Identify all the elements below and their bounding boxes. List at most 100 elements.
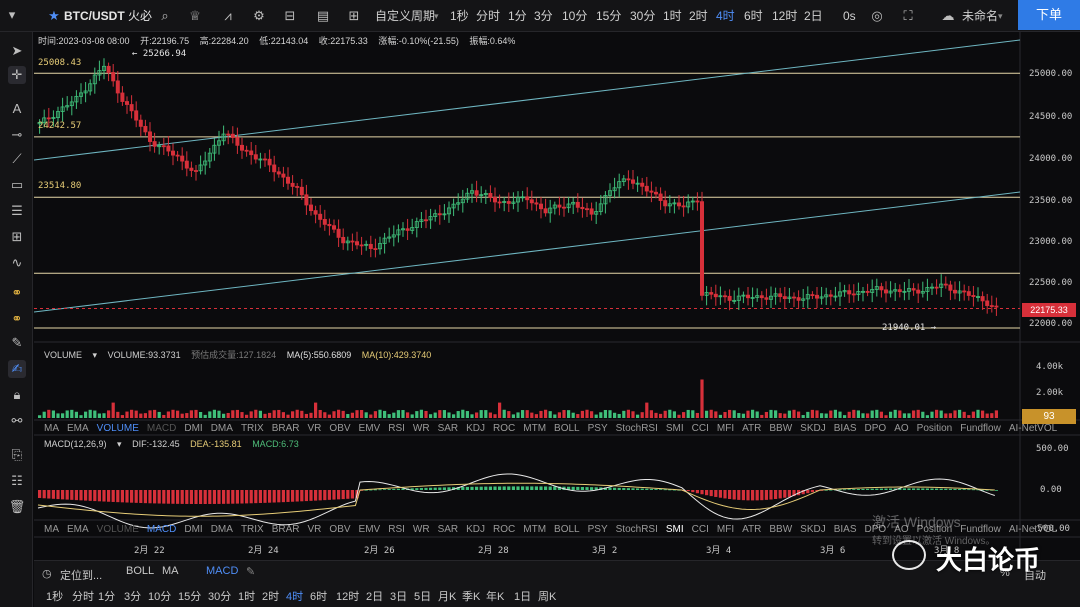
bottom-period-6[interactable]: 30分 (208, 591, 232, 603)
bottom-period-3[interactable]: 3分 (124, 591, 142, 603)
period-tab-2[interactable]: 1分 (508, 9, 527, 23)
percent-toggle[interactable]: % (1000, 567, 1010, 579)
trash-icon[interactable]: 🗑︎ (8, 499, 26, 514)
edit-icon[interactable]: ✎ (246, 566, 256, 578)
indicator-tab-dmi[interactable]: DMI (184, 524, 203, 535)
measure-icon[interactable]: ⊞ (11, 229, 23, 244)
period-tab-7[interactable]: 1时 (663, 9, 682, 23)
indicator-tab-rsi[interactable]: RSI (388, 423, 405, 434)
indicator-tab-ema[interactable]: EMA (67, 524, 89, 535)
indicator-tab-psy[interactable]: PSY (587, 423, 608, 434)
indicator-tab-ao[interactable]: AO (894, 524, 909, 535)
period-tab-12[interactable]: 2日 (804, 9, 823, 23)
bottom-period-11[interactable]: 12时 (336, 591, 360, 603)
auto-toggle[interactable]: 自动 (1024, 570, 1046, 582)
bottom-period-2[interactable]: 1分 (98, 591, 116, 603)
indicator-tab-macd[interactable]: MACD (146, 423, 177, 434)
indicator-tab-brar[interactable]: BRAR (271, 423, 300, 434)
indicator-tab-position[interactable]: Position (916, 423, 953, 434)
indicator-tab-stochrsi[interactable]: StochRSI (615, 524, 658, 535)
indicator-tab-kdj[interactable]: KDJ (466, 524, 486, 535)
indicator-tab-smi[interactable]: SMI (665, 524, 684, 535)
indicator-tab-smi[interactable]: SMI (665, 423, 684, 434)
star-icon[interactable]: ★ (48, 8, 60, 23)
indicator-tab-vr[interactable]: VR (307, 524, 322, 535)
indicator-tab-sar[interactable]: SAR (437, 423, 459, 434)
cursor-icon[interactable]: ➤ (11, 43, 23, 58)
exchange-name[interactable]: 火必 (128, 9, 153, 23)
indicator-tab-emv[interactable]: EMV (358, 423, 381, 434)
period-tab-11[interactable]: 12时 (772, 9, 798, 23)
period-tab-4[interactable]: 10分 (562, 9, 588, 23)
bottom-period-8[interactable]: 2时 (262, 591, 280, 603)
indicator-tab-ma[interactable]: MA (44, 423, 59, 434)
bottom-period-0[interactable]: 1秒 (46, 591, 64, 603)
chart-area[interactable]: 时间:2023-03-08 08:00 开:22196.75 高:22284.2… (34, 32, 1080, 559)
period-tab-9[interactable]: 4时 (716, 9, 735, 23)
indicator-tab-psy[interactable]: PSY (587, 524, 608, 535)
indicator-tab-boll[interactable]: BOLL (554, 423, 580, 434)
indicator-tab-ma[interactable]: MA (44, 524, 59, 535)
symbol-name[interactable]: BTC/USDT (64, 9, 125, 23)
eye-icon[interactable]: ⚯ (11, 413, 23, 428)
indicator-tab-atr[interactable]: ATR (742, 524, 762, 535)
bottom-period-15[interactable]: 月K (438, 591, 457, 603)
cloud-icon[interactable]: ☁ (941, 8, 955, 23)
period-tab-1[interactable]: 分时 (476, 9, 501, 23)
indicator-tab-dmi[interactable]: DMI (184, 423, 203, 434)
menu-icon[interactable]: ▾ (8, 7, 16, 22)
trend-line-icon[interactable]: ⟋ (12, 151, 22, 166)
pattern2-icon[interactable]: ⚭ (11, 311, 23, 326)
indicator-tab-wr[interactable]: WR (412, 524, 430, 535)
indicator-tab-ai-netvol[interactable]: AI-NetVOL (1008, 423, 1058, 434)
indicator-icon[interactable]: ⩘ (224, 8, 232, 23)
macd-label[interactable]: MACD(12,26,9) (44, 439, 107, 449)
grid-layout-icon[interactable]: ⊞ (348, 8, 360, 23)
indicator-tab-mtm[interactable]: MTM (523, 524, 547, 535)
crown-icon[interactable]: ♕ (189, 8, 201, 23)
indicator-tab-dma[interactable]: DMA (210, 423, 233, 434)
bottom-period-4[interactable]: 10分 (148, 591, 172, 603)
bottom-period-5[interactable]: 15分 (178, 591, 202, 603)
bottom-period-18[interactable]: 1日 (514, 591, 532, 603)
crosshair-icon[interactable]: ✛ (8, 66, 26, 84)
indicator-tab-position[interactable]: Position (916, 524, 953, 535)
indicator-tab-volume[interactable]: VOLUME (96, 423, 139, 434)
overlay-tab-ma[interactable]: MA (162, 565, 179, 577)
gear-icon[interactable]: ⚙ (253, 8, 265, 23)
indicator-tab-kdj[interactable]: KDJ (466, 423, 486, 434)
bottom-period-1[interactable]: 分时 (72, 591, 94, 603)
bottom-period-7[interactable]: 1时 (238, 591, 256, 603)
indicator-tab-bias[interactable]: BIAS (833, 423, 857, 434)
period-tab-6[interactable]: 30分 (630, 9, 656, 23)
bottom-period-13[interactable]: 3日 (390, 591, 408, 603)
indicator-tab-cci[interactable]: CCI (691, 423, 709, 434)
indicator-tab-sar[interactable]: SAR (437, 524, 459, 535)
calendar-icon[interactable]: ◷ (42, 568, 52, 580)
rectangle-icon[interactable]: ▭ (10, 177, 24, 192)
volume-chevron-icon[interactable]: ▾ (92, 350, 98, 360)
locate-button[interactable]: 定位到... (60, 570, 103, 582)
indicator-tab-ema[interactable]: EMA (67, 423, 89, 434)
bottom-period-14[interactable]: 5日 (414, 591, 432, 603)
indicator-tab-vr[interactable]: VR (307, 423, 322, 434)
indicator-tab-dpo[interactable]: DPO (864, 524, 887, 535)
bottom-period-12[interactable]: 2日 (366, 591, 384, 603)
indicator-tab-wr[interactable]: WR (412, 423, 430, 434)
template-icon[interactable]: ▤ (316, 8, 330, 23)
indicator-tab-stochrsi[interactable]: StochRSI (615, 423, 658, 434)
indicator-tab-macd[interactable]: MACD (146, 524, 177, 535)
overlay-tab-boll[interactable]: BOLL (126, 565, 155, 577)
pattern-icon[interactable]: ⚭ (11, 285, 23, 300)
indicator-tab-dma[interactable]: DMA (210, 524, 233, 535)
sub-indicator-tab[interactable]: MACD (206, 565, 239, 577)
indicator-tab-obv[interactable]: OBV (329, 423, 351, 434)
lock-icon[interactable]: 🔒︎ (13, 387, 21, 402)
macd-chevron-icon[interactable]: ▾ (117, 439, 122, 449)
indicator-tab-mfi[interactable]: MFI (716, 423, 735, 434)
fib-icon[interactable]: ☰ (11, 203, 23, 218)
indicator-tab-bbw[interactable]: BBW (769, 423, 793, 434)
indicator-tab-fundflow[interactable]: Fundflow (960, 423, 1001, 434)
indicator-tab-rsi[interactable]: RSI (388, 524, 405, 535)
period-tab-10[interactable]: 6时 (744, 9, 763, 23)
